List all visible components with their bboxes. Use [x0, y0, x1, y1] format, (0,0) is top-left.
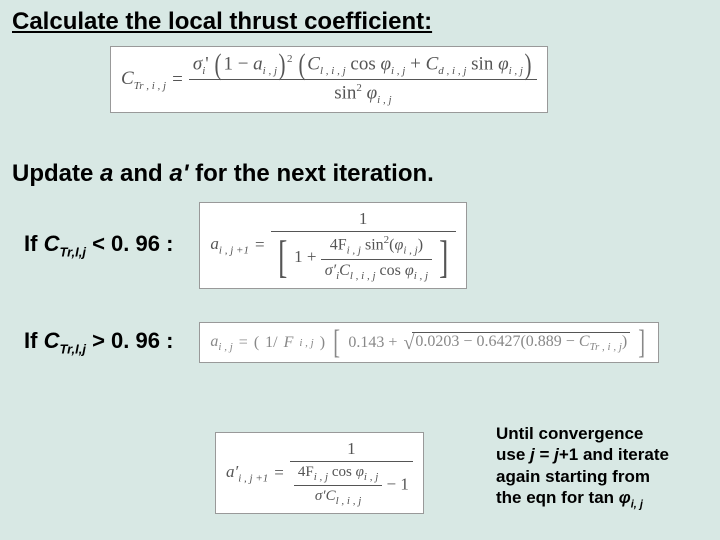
update-heading: Update a and a' for the next iteration. [0, 158, 446, 198]
equation-aprime-update: a′i , j +1 = 1 4Fi , j cos φi , j σ′Cl ,… [215, 432, 424, 514]
page-title: Calculate the local thrust coefficient: [0, 0, 720, 40]
condition-1: If CTr,I,j < 0. 96 : [12, 231, 185, 259]
convergence-note: Until convergence use j = j+1 and iterat… [496, 423, 706, 512]
equation-a-update-low: ai , j +1 = 1 [ 1 + 4Fi , j sin2(φi , j)… [199, 202, 466, 289]
condition-2: If CTr,I,j > 0. 96 : [12, 328, 185, 356]
equation-thrust-coeff: CTr , i , j = σi' (1 − ai , j)2 (Cl , i … [110, 46, 548, 113]
case-below-threshold: If CTr,I,j < 0. 96 : ai , j +1 = 1 [ 1 +… [12, 202, 708, 289]
case-above-threshold: If CTr,I,j > 0. 96 : ai , j = (1/Fi , j)… [12, 322, 708, 363]
equation-a-update-high: ai , j = (1/Fi , j) [ 0.143 + √ 0.0203 −… [199, 322, 658, 363]
